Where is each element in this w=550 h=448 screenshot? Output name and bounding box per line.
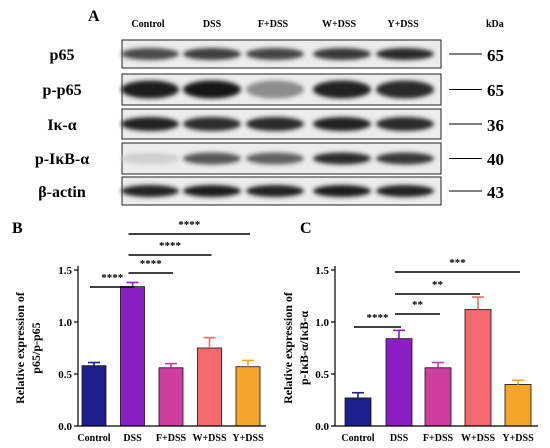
chart-c-significance-label-2: ** xyxy=(432,279,444,291)
chart-c-category-label-5: Y+DSS xyxy=(502,433,534,444)
chart-c-ytick-label-2: 0.5 xyxy=(315,369,329,381)
lane-header-f-dss: F+DSS xyxy=(258,19,289,30)
blot-band-ik-a-lane-4 xyxy=(313,117,371,131)
kda-value-p-p65: 65 xyxy=(487,81,504,100)
blot-band-ik-a-lane-2 xyxy=(183,117,241,131)
chart-b-ytick-label-4: 1.5 xyxy=(58,265,72,277)
lane-header-w-dss: W+DSS xyxy=(322,19,356,30)
lane-header-dss: DSS xyxy=(203,19,222,30)
kda-value-beta-actin: 43 xyxy=(487,183,504,202)
blot-label-p-p65: p-p65 xyxy=(42,82,81,99)
chart-c-ytick-label-3: 1.0 xyxy=(315,317,329,329)
chart-b-significance-label-3: **** xyxy=(140,258,163,270)
blot-label-beta-actin: β-actin xyxy=(38,184,86,201)
kda-value-p-ikb-a: 40 xyxy=(487,150,504,169)
panel-c-label: C xyxy=(300,220,312,237)
chart-b-bar-5 xyxy=(235,366,261,427)
blot-label-ik-a: Iκ-α xyxy=(47,117,76,134)
blot-label-p-ikb-a: p-IκB-α xyxy=(35,151,89,168)
blot-band-p-p65-lane-4 xyxy=(313,80,371,99)
blot-band-beta-actin-lane-2 xyxy=(183,185,241,197)
kda-value-p65: 65 xyxy=(487,46,504,65)
chart-b-category-label-3: F+DSS xyxy=(156,433,187,444)
blot-band-p65-lane-4 xyxy=(313,48,371,60)
chart-c-ylabel-line-2: p-IκB-α/IκB-α xyxy=(297,311,311,385)
chart-b-category-label-4: W+DSS xyxy=(192,433,226,444)
blot-band-beta-actin-lane-5 xyxy=(376,185,434,197)
kda-header: kDa xyxy=(486,19,504,30)
chart-c-ytick-label-4: 1.5 xyxy=(315,265,329,277)
blot-band-p65-lane-1 xyxy=(121,48,179,60)
chart-b-ytick-label-3: 1.0 xyxy=(58,317,72,329)
blot-band-ik-a-lane-3 xyxy=(246,117,304,131)
panel-b: B Relative expression of p65/p-p65 Control… xyxy=(12,219,266,444)
blot-band-p-p65-lane-2 xyxy=(183,80,241,99)
blot-band-p-p65-lane-3 xyxy=(246,80,304,99)
chart-c-bar-5 xyxy=(504,383,532,427)
blot-band-p-p65-lane-1 xyxy=(121,80,179,99)
chart-b-significance-label-2: **** xyxy=(159,240,182,252)
chart-b-plot: Relative expression of p65/p-p65 Control DS… xyxy=(13,219,266,444)
chart-b-category-label-5: Y+DSS xyxy=(232,433,264,444)
panel-b-label: B xyxy=(12,220,23,237)
chart-b-bar-1 xyxy=(81,365,107,427)
chart-c-category-label-4: W+DSS xyxy=(461,433,495,444)
chart-b-ylabel-line-2: p65/p-p65 xyxy=(29,322,43,373)
blot-band-beta-actin-lane-3 xyxy=(246,185,304,197)
chart-c-ylabel-line-1: Relative expression of xyxy=(281,291,295,404)
chart-c-category-label-2: DSS xyxy=(390,433,409,444)
blot-band-ik-a-lane-5 xyxy=(376,117,434,131)
chart-b-category-label-1: Control xyxy=(77,433,110,444)
chart-c-bar-1 xyxy=(344,397,372,427)
chart-c-category-label-1: Control xyxy=(341,433,374,444)
blot-strips xyxy=(121,39,482,206)
blot-band-p-ikb-a-lane-1 xyxy=(121,152,179,165)
chart-b-ylabel-line-1: Relative expression of xyxy=(13,291,27,404)
blot-band-p-ikb-a-lane-2 xyxy=(183,152,241,165)
blot-band-p-ikb-a-lane-5 xyxy=(376,152,434,165)
blot-band-p65-lane-3 xyxy=(246,48,304,60)
chart-c-category-label-3: F+DSS xyxy=(423,433,454,444)
blot-band-beta-actin-lane-1 xyxy=(121,185,179,197)
chart-b-ytick-label-2: 0.5 xyxy=(58,369,72,381)
blot-band-p65-lane-2 xyxy=(183,48,241,60)
chart-c-bar-2 xyxy=(385,338,413,427)
chart-b-significance-label-1: **** xyxy=(178,219,201,231)
chart-b-bar-3 xyxy=(158,367,184,427)
lane-header-control: Control xyxy=(131,19,164,30)
kda-value-ik-a: 36 xyxy=(487,116,504,135)
blot-band-beta-actin-lane-4 xyxy=(313,185,371,197)
blot-band-ik-a-lane-1 xyxy=(121,117,179,131)
blot-band-p-p65-lane-5 xyxy=(376,80,434,99)
panel-a: A Control DSS F+DSS W+DSS Y+DSS kDa p65 … xyxy=(35,8,504,206)
blot-label-p65: p65 xyxy=(50,47,75,64)
chart-b-category-label-2: DSS xyxy=(123,433,142,444)
chart-c-bar-3 xyxy=(424,367,452,427)
chart-c-plot: Relative expression of p-IκB-α/IκB-α Contr… xyxy=(281,257,538,444)
chart-c-ytick-label-1: 0.0 xyxy=(315,421,329,433)
panel-c: C Relative expression of p-IκB-α/IκB-α Con… xyxy=(281,220,538,444)
lane-header-y-dss: Y+DSS xyxy=(387,19,419,30)
chart-b-significance-label-4: **** xyxy=(101,272,124,284)
blot-band-p-ikb-a-lane-4 xyxy=(313,152,371,165)
chart-c-significance-label-3: ** xyxy=(412,299,424,311)
chart-b-ytick-label-1: 0.0 xyxy=(58,421,72,433)
blot-band-p65-lane-5 xyxy=(376,48,434,60)
chart-c-significance-label-1: *** xyxy=(449,257,466,269)
panel-a-label: A xyxy=(88,8,100,25)
chart-b-bar-4 xyxy=(197,347,222,427)
chart-b-bar-2 xyxy=(120,286,145,427)
blot-band-p-ikb-a-lane-3 xyxy=(246,152,304,165)
chart-c-bar-4 xyxy=(464,309,492,427)
chart-c-significance-label-4: **** xyxy=(367,312,390,324)
